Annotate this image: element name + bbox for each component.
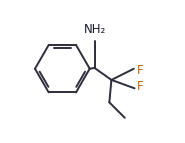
Text: NH₂: NH₂ [83,23,106,36]
Text: F: F [137,64,143,77]
Text: F: F [137,80,144,93]
